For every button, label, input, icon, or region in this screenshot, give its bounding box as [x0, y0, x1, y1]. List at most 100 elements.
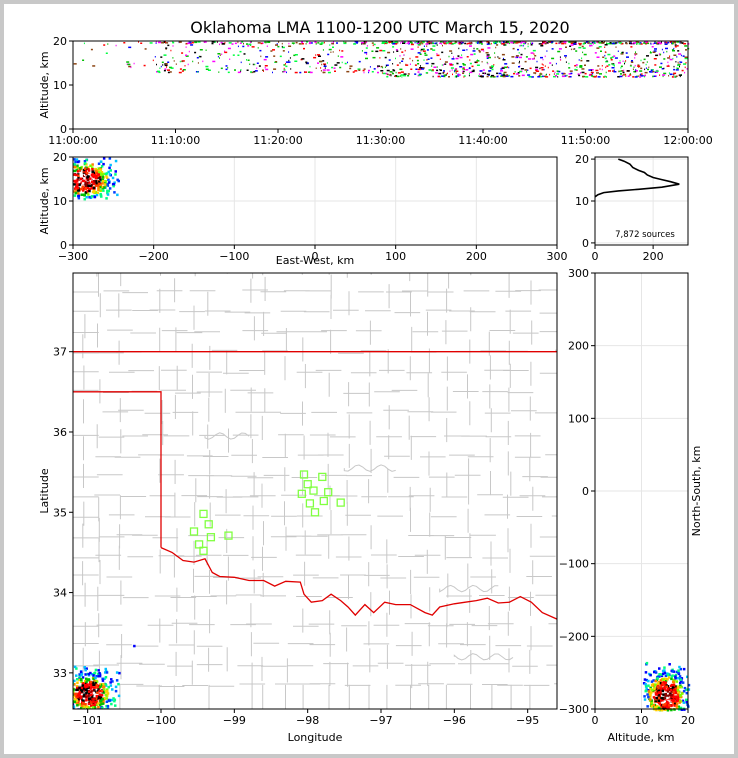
source-mark: [77, 194, 81, 197]
source-mark: [73, 163, 76, 166]
source-mark: [99, 183, 103, 187]
source-mark: [75, 701, 78, 705]
source-mark: [77, 173, 80, 176]
source-mark: [96, 691, 99, 695]
source-mark: [82, 701, 85, 705]
source-mark: [99, 685, 102, 689]
source-mark: [66, 692, 69, 695]
source-mark: [596, 41, 600, 43]
source-mark: [656, 675, 659, 679]
source-mark: [532, 49, 536, 52]
source-mark: [665, 47, 668, 50]
x-tick-label: 0: [592, 250, 599, 263]
source-mark: [676, 697, 680, 700]
source-mark: [80, 686, 83, 690]
source-mark: [270, 50, 273, 52]
source-mark: [628, 42, 632, 45]
source-mark: [495, 46, 497, 49]
source-mark: [491, 66, 494, 69]
source-mark: [237, 54, 240, 56]
source-mark: [381, 72, 383, 74]
source-mark: [421, 68, 425, 70]
source-mark: [373, 43, 376, 46]
source-mark: [392, 72, 394, 75]
source-mark: [524, 69, 528, 71]
source-mark: [265, 41, 267, 44]
source-mark: [423, 59, 425, 61]
source-mark: [250, 41, 252, 43]
x-tick-label: −100: [146, 714, 176, 727]
source-mark: [202, 60, 204, 63]
source-mark: [401, 58, 404, 60]
source-mark: [538, 75, 541, 77]
y-tick-label: 100: [568, 412, 589, 425]
source-mark: [104, 669, 108, 673]
source-mark: [91, 170, 94, 173]
source-mark: [81, 177, 85, 181]
source-mark: [181, 70, 184, 72]
source-mark: [317, 62, 319, 64]
county-line: [346, 273, 350, 709]
source-mark: [663, 677, 667, 680]
source-mark: [500, 70, 503, 72]
source-mark: [57, 688, 60, 691]
source-mark: [211, 42, 214, 45]
source-mark: [220, 41, 223, 44]
source-mark: [678, 665, 681, 669]
source-mark: [212, 60, 216, 63]
source-mark: [83, 177, 86, 180]
source-mark: [67, 686, 70, 689]
source-mark: [107, 189, 110, 193]
source-mark: [69, 711, 72, 714]
source-mark: [448, 76, 450, 78]
source-mark: [569, 76, 572, 78]
county-line: [73, 389, 534, 394]
source-mark: [107, 181, 111, 184]
source-mark: [511, 62, 515, 64]
source-mark: [73, 169, 76, 173]
source-mark: [462, 66, 465, 69]
source-mark: [89, 680, 93, 684]
county-line: [73, 683, 557, 687]
source-mark: [618, 62, 621, 64]
source-mark: [82, 59, 85, 61]
source-mark: [650, 69, 653, 72]
source-mark: [556, 70, 559, 72]
station-marker: [194, 540, 204, 549]
source-mark: [315, 54, 317, 56]
source-mark: [394, 41, 398, 43]
source-mark: [102, 700, 105, 703]
source-mark: [582, 75, 585, 78]
source-mark: [80, 704, 84, 708]
source-mark: [496, 75, 499, 78]
source-mark: [613, 69, 615, 71]
source-mark: [562, 74, 564, 76]
source-mark: [652, 75, 654, 78]
source-mark: [392, 69, 395, 71]
source-mark: [443, 41, 447, 44]
source-mark: [545, 76, 549, 78]
source-mark: [459, 56, 463, 59]
source-mark: [666, 50, 668, 53]
source-mark: [417, 44, 420, 46]
source-mark: [654, 688, 658, 691]
source-mark: [466, 49, 468, 51]
source-mark: [518, 70, 522, 73]
ew-altitude-grid: [72, 156, 558, 246]
source-mark: [604, 75, 607, 78]
source-mark: [657, 696, 661, 700]
source-mark: [666, 690, 670, 693]
source-mark: [114, 173, 117, 176]
source-mark: [507, 66, 508, 68]
source-mark: [431, 42, 434, 44]
source-mark: [521, 41, 525, 43]
source-mark: [93, 672, 96, 675]
source-mark: [75, 180, 79, 183]
source-mark: [673, 72, 677, 75]
source-mark: [469, 62, 472, 65]
source-mark: [684, 57, 688, 60]
source-mark: [349, 65, 353, 67]
source-mark: [243, 42, 244, 45]
source-mark: [467, 42, 471, 45]
